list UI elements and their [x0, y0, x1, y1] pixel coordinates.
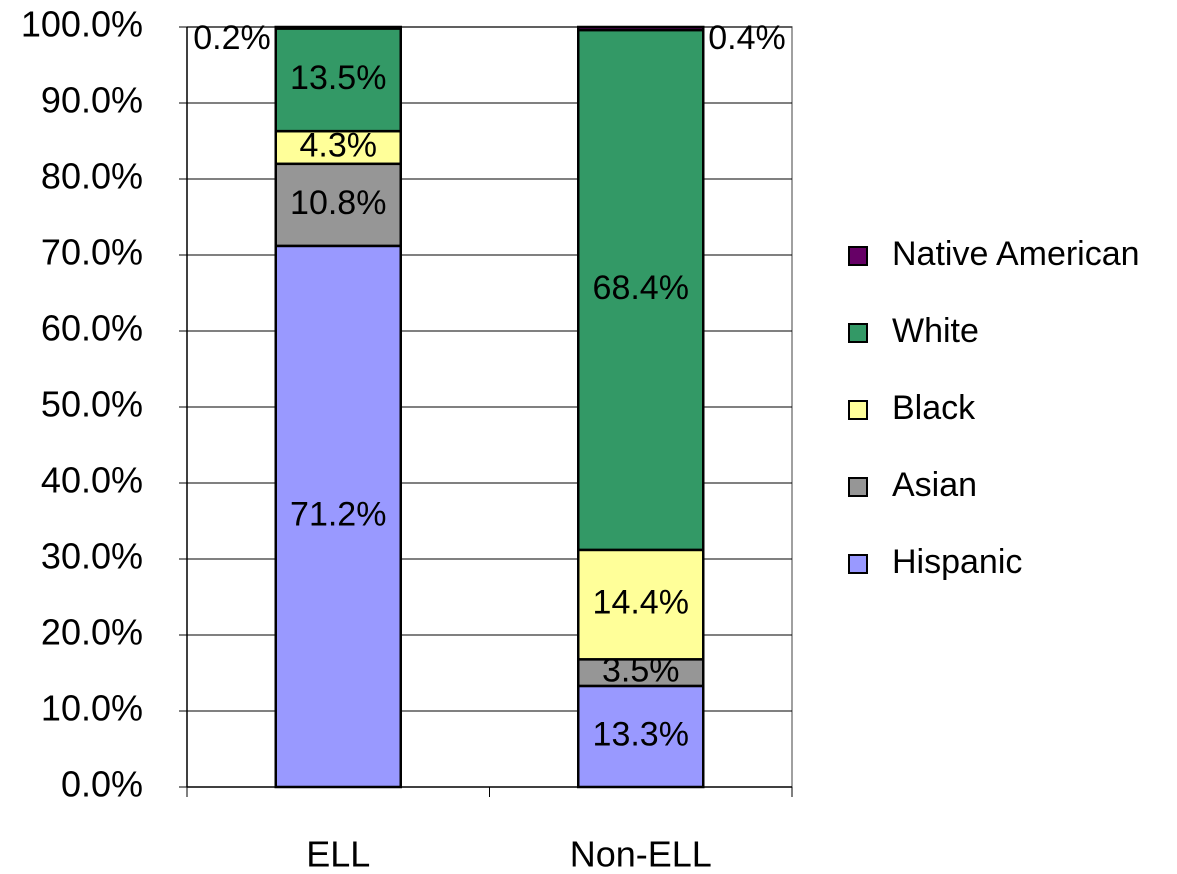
- y-tick-label: 100.0%: [21, 4, 143, 45]
- data-label: 68.4%: [593, 269, 689, 307]
- legend-swatch: [848, 246, 868, 266]
- bar-segment: [577, 25, 705, 32]
- legend-swatch: [848, 323, 868, 343]
- legend-swatch: [848, 400, 868, 420]
- data-label: 14.4%: [593, 584, 689, 622]
- y-tick-label: 40.0%: [41, 460, 143, 501]
- data-label: 13.3%: [593, 715, 689, 753]
- y-tick-label: 60.0%: [41, 308, 143, 349]
- y-tick-label: 20.0%: [41, 612, 143, 653]
- bar-segment: [274, 162, 402, 248]
- legend-label: White: [892, 312, 979, 350]
- y-tick-label: 50.0%: [41, 384, 143, 425]
- legend-swatch: [848, 477, 868, 497]
- bar-segment: [274, 244, 402, 789]
- legend-label: Asian: [892, 466, 977, 504]
- y-tick-label: 0.0%: [61, 764, 143, 805]
- y-tick-label: 30.0%: [41, 536, 143, 577]
- bar-segment: [274, 25, 402, 30]
- legend-label: Hispanic: [892, 543, 1022, 581]
- bar-segment: [577, 548, 705, 661]
- y-tick-label: 90.0%: [41, 80, 143, 121]
- legend-label: Native American: [892, 235, 1140, 273]
- data-label: 71.2%: [290, 495, 386, 533]
- data-label: 0.2%: [193, 19, 271, 57]
- data-label: 4.3%: [300, 126, 378, 164]
- x-tick-label: ELL: [306, 834, 370, 874]
- y-tick-label: 70.0%: [41, 232, 143, 273]
- data-label: 13.5%: [290, 59, 386, 97]
- data-label: 10.8%: [290, 184, 386, 222]
- bar-segment: [274, 27, 402, 133]
- data-label: 0.4%: [708, 19, 786, 57]
- y-tick-label: 10.0%: [41, 688, 143, 729]
- y-tick-label: 80.0%: [41, 156, 143, 197]
- x-tick-label: Non-ELL: [570, 834, 712, 874]
- bar-segment: [274, 129, 402, 166]
- legend-label: Black: [892, 389, 976, 427]
- legend-swatch: [848, 554, 868, 574]
